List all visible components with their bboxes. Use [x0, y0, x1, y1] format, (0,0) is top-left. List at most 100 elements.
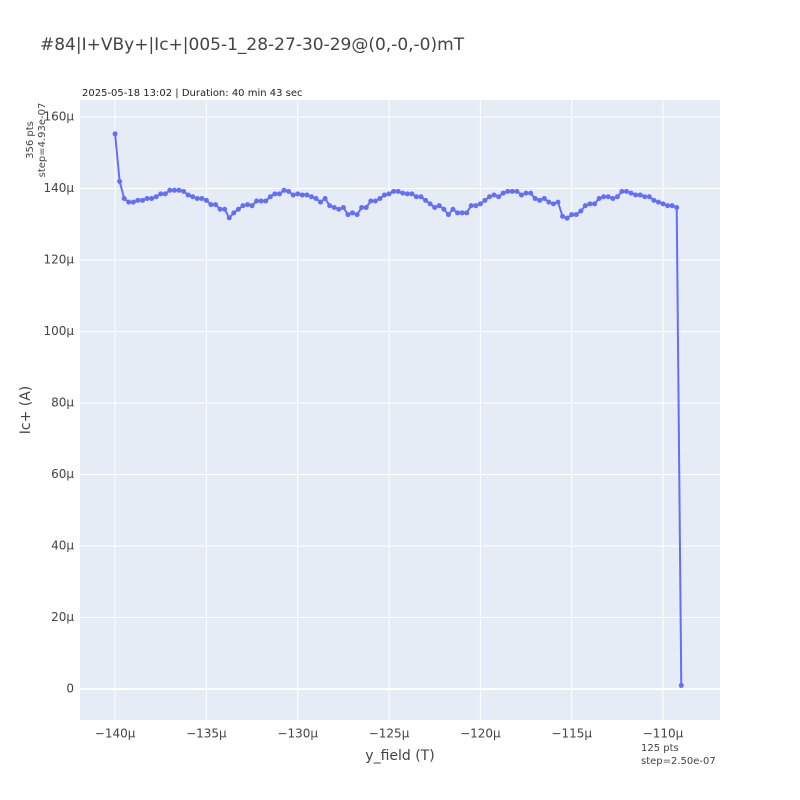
y-annotation: 356 pts: [25, 121, 36, 159]
data-point: [350, 210, 356, 216]
data-point: [628, 190, 634, 196]
data-point: [386, 191, 392, 197]
data-point: [569, 212, 575, 218]
data-point: [678, 682, 684, 688]
x-tick-label: −125µ: [369, 727, 410, 741]
data-point: [423, 197, 429, 203]
data-point: [272, 191, 278, 197]
data-point: [340, 204, 346, 210]
data-point: [167, 187, 173, 193]
data-point: [436, 203, 442, 209]
data-point: [555, 199, 561, 205]
data-point: [327, 203, 333, 209]
data-point: [546, 199, 552, 205]
data-point: [427, 201, 433, 207]
y-tick-label: 80µ: [51, 396, 74, 410]
data-point: [130, 199, 136, 205]
data-point: [486, 194, 492, 200]
data-point: [633, 192, 639, 198]
data-point: [523, 190, 529, 196]
data-point: [614, 194, 620, 200]
data-point: [651, 197, 657, 203]
data-point: [514, 188, 520, 194]
data-point: [587, 201, 593, 207]
data-point: [208, 202, 214, 208]
data-point: [605, 194, 611, 200]
data-point: [582, 203, 588, 209]
data-point: [263, 198, 269, 204]
data-point: [445, 212, 451, 218]
data-point: [573, 212, 579, 218]
y-tick-label: 60µ: [51, 467, 74, 481]
data-point: [222, 206, 228, 212]
data-point: [665, 203, 671, 209]
data-point: [368, 198, 374, 204]
x-axis-title: y_field (T): [365, 748, 434, 764]
data-point: [117, 178, 123, 184]
data-point: [194, 196, 200, 202]
data-point: [345, 212, 351, 218]
data-point: [578, 208, 584, 214]
data-point: [185, 192, 191, 198]
data-point: [171, 187, 177, 193]
y-tick-label: 160µ: [43, 110, 74, 124]
data-point: [455, 210, 461, 216]
data-point: [240, 203, 246, 209]
data-point: [518, 192, 524, 198]
plot-area: [80, 100, 720, 720]
data-point: [459, 210, 465, 216]
data-point: [532, 196, 538, 202]
data-point: [121, 196, 127, 202]
data-point: [496, 194, 502, 200]
x-annotation: step=2.50e-07: [641, 756, 716, 767]
x-tick-label: −110µ: [643, 727, 684, 741]
data-point: [308, 194, 314, 200]
subtitle: 2025-05-18 13:02 | Duration: 40 min 43 s…: [82, 88, 303, 99]
data-point: [112, 131, 118, 137]
data-point: [295, 191, 301, 197]
x-tick-label: −120µ: [460, 727, 501, 741]
data-point: [290, 192, 296, 198]
data-point: [281, 187, 287, 193]
data-point: [619, 188, 625, 194]
data-point: [162, 191, 168, 197]
data-point: [432, 204, 438, 210]
y-tick-label: 120µ: [43, 253, 74, 267]
data-point: [404, 191, 410, 197]
data-point: [413, 194, 419, 200]
data-point: [500, 190, 506, 196]
data-point: [473, 203, 479, 209]
data-point: [213, 202, 219, 208]
data-point: [139, 197, 145, 203]
data-point: [477, 201, 483, 207]
data-point: [505, 188, 511, 194]
data-point: [231, 210, 237, 216]
data-point: [126, 199, 132, 205]
data-point: [491, 192, 497, 198]
data-point: [610, 196, 616, 202]
data-point: [181, 188, 187, 194]
data-point: [450, 206, 456, 212]
data-point: [135, 197, 141, 203]
x-tick-label: −130µ: [277, 727, 318, 741]
data-point: [660, 201, 666, 207]
data-point: [322, 196, 328, 202]
y-tick-label: 0: [66, 682, 74, 696]
data-point: [267, 194, 273, 200]
data-point: [509, 188, 515, 194]
data-point: [564, 215, 570, 221]
data-point: [176, 187, 182, 193]
data-point: [550, 201, 556, 207]
data-point: [144, 196, 150, 202]
data-point: [258, 198, 264, 204]
data-point: [642, 194, 648, 200]
data-point: [468, 203, 474, 209]
data-point: [217, 206, 223, 212]
data-point: [482, 197, 488, 203]
data-point: [400, 190, 406, 196]
data-point: [313, 196, 319, 202]
data-point: [203, 197, 209, 203]
y-annotation: step=4.93e-07: [37, 103, 48, 178]
chart-title: #84|I+VBy+|Ic+|005-1_28-27-30-29@(0,-0,-…: [40, 35, 465, 55]
